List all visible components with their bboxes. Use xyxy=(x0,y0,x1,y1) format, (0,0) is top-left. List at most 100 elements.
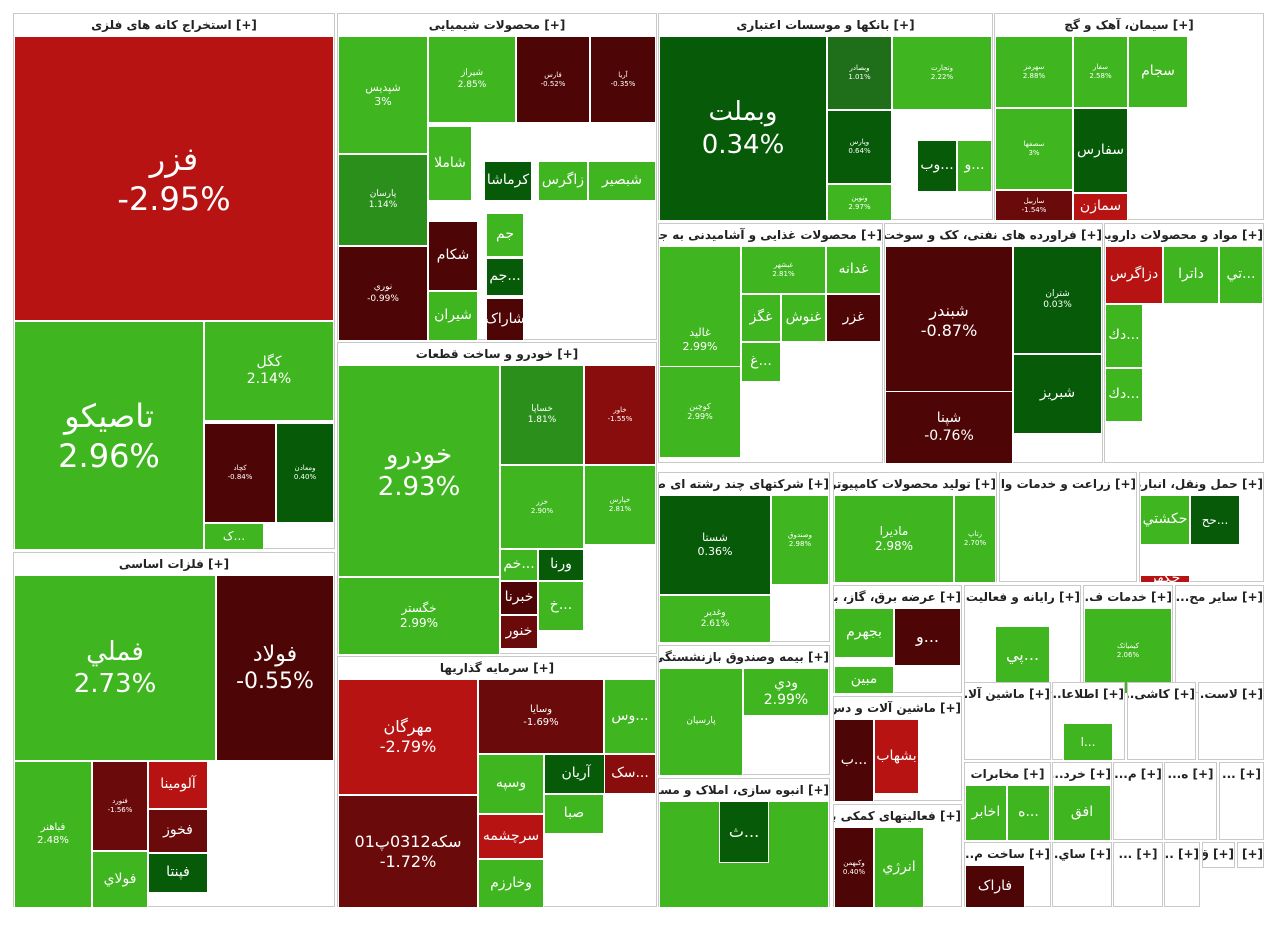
sector-header[interactable]: [+] بیمه وصندوق بازنشستگی ... xyxy=(659,646,829,668)
stock-tile[interactable]: مبين xyxy=(834,666,894,694)
stock-tile[interactable]: وخارزم xyxy=(478,859,544,908)
stock-tile[interactable]: فملي 2.73% xyxy=(14,575,216,761)
stock-tile[interactable]: دك... xyxy=(1105,368,1143,422)
stock-tile[interactable]: ک... xyxy=(204,523,264,550)
sector-block[interactable]: [+] رایانه و فعالیت... پي... xyxy=(964,585,1081,693)
sector-header[interactable]: [+] ماشین آلات و دس... xyxy=(834,697,961,719)
sector-header[interactable]: [+] بانکها و موسسات اعتباری xyxy=(659,14,992,36)
stock-tile[interactable]: شبندر -0.87% xyxy=(885,246,1013,396)
stock-tile[interactable]: شاملا xyxy=(428,126,472,201)
stock-tile[interactable]: شستا 0.36% xyxy=(659,495,771,595)
stock-tile[interactable]: حکشتي xyxy=(1140,495,1190,545)
stock-tile[interactable]: فباهنر 2.48% xyxy=(14,761,92,908)
stock-tile[interactable]: سصفها 3% xyxy=(995,108,1073,190)
sector-block[interactable]: [+] ساي... xyxy=(1052,842,1112,907)
stock-tile[interactable]: زاگرس xyxy=(538,161,588,201)
sector-block[interactable]: [+] مخابرات اخابر ه... xyxy=(964,762,1051,841)
stock-tile[interactable]: وبصادر 1.01% xyxy=(827,36,892,110)
sector-block[interactable]: [+] بیمه وصندوق بازنشستگی ... پارسيان ودي2… xyxy=(658,645,830,776)
sector-header[interactable]: [+] ... xyxy=(1165,843,1199,865)
stock-tile[interactable]: پي... xyxy=(995,626,1050,684)
stock-tile[interactable]: شبصير xyxy=(588,161,656,201)
sector-block[interactable]: [+] اطلاعا... ا... xyxy=(1052,682,1125,761)
stock-tile[interactable]: خم... xyxy=(500,549,538,581)
stock-tile[interactable]: و... xyxy=(957,140,992,192)
sector-block[interactable]: [+] ماشین آلا... xyxy=(964,682,1051,760)
stock-tile[interactable]: غگز xyxy=(741,294,781,342)
stock-tile[interactable]: دك... xyxy=(1105,304,1143,368)
stock-tile[interactable]: شبريز xyxy=(1013,354,1102,434)
stock-tile[interactable]: سمازن xyxy=(1073,193,1128,221)
stock-tile[interactable]: پارسيان xyxy=(659,668,743,776)
stock-tile[interactable]: ا... xyxy=(1063,723,1113,761)
stock-tile[interactable]: جم... xyxy=(486,258,524,296)
sector-block[interactable]: [+] ... xyxy=(1164,842,1200,907)
sector-block[interactable]: [+] بانکها و موسسات اعتباری وبملت 0.34% وبص… xyxy=(658,13,993,221)
stock-tile[interactable]: خبرنا xyxy=(500,581,538,615)
sector-header[interactable]: [+] ق... xyxy=(1203,843,1234,865)
sector-header[interactable]: [+] ساخت م... xyxy=(965,843,1050,865)
stock-tile[interactable]: خاور -1.55% xyxy=(584,365,656,465)
stock-tile[interactable]: حح... xyxy=(1190,495,1240,545)
stock-tile[interactable]: بجهرم xyxy=(834,608,894,658)
sector-header[interactable]: [+] مخابرات xyxy=(965,763,1050,785)
stock-tile[interactable]: کگل 2.14% xyxy=(204,321,334,421)
stock-tile[interactable]: وسايا -1.69% xyxy=(478,679,604,754)
stock-tile[interactable]: تي... xyxy=(1219,246,1263,304)
sector-block[interactable]: [+] انبوه سازی، املاک و مستغلاتثاخت3%ث..… xyxy=(658,778,830,908)
stock-tile[interactable]: سرچشمه xyxy=(478,814,544,859)
stock-tile[interactable]: فپنتا xyxy=(148,853,208,893)
sector-block[interactable]: [+] شرکتهای چند رشته ای صنع...شستا0.36%و… xyxy=(658,472,830,643)
sector-header[interactable]: [+] ... xyxy=(1238,843,1263,865)
stock-tile[interactable]: جم xyxy=(486,213,524,257)
sector-header[interactable]: [+] استخراج کانه های فلزی xyxy=(14,14,334,36)
stock-tile[interactable]: سک... xyxy=(604,754,656,794)
sector-block[interactable]: [+] ساخت م... فاراک xyxy=(964,842,1051,908)
sector-header[interactable]: [+] خدمات ف... xyxy=(1084,586,1172,608)
stock-tile[interactable]: فزر -2.95% xyxy=(14,36,334,321)
stock-tile[interactable]: خگستر 2.99% xyxy=(338,577,500,655)
stock-tile[interactable]: وکبهمن 0.40% xyxy=(834,827,874,908)
sector-header[interactable]: [+] خودرو و ساخت قطعات xyxy=(338,343,656,365)
stock-tile[interactable]: صبا xyxy=(544,794,604,834)
stock-tile[interactable]: خساپا 1.81% xyxy=(500,365,584,465)
stock-tile[interactable]: ماديرا 2.98% xyxy=(834,495,954,583)
stock-tile[interactable]: آريان xyxy=(544,754,608,794)
sector-header[interactable]: [+] ... xyxy=(1220,763,1263,785)
stock-tile[interactable]: مهرگان -2.79% xyxy=(338,679,478,795)
sector-block[interactable]: [+] ق... xyxy=(1202,842,1235,868)
sector-header[interactable]: [+] اطلاعا... xyxy=(1053,683,1124,705)
stock-tile[interactable]: اخابر xyxy=(965,785,1007,841)
stock-tile[interactable]: وتجارت 2.22% xyxy=(892,36,992,110)
stock-tile[interactable]: نوري -0.99% xyxy=(338,246,428,341)
sector-block[interactable]: [+] حمل ونقل، انبارد... حکشتي حح... حگهر xyxy=(1139,472,1264,583)
stock-tile[interactable]: کوچين 2.99% xyxy=(659,366,741,458)
sector-header[interactable]: [+] خرد... xyxy=(1053,763,1111,785)
sector-header[interactable]: [+] شرکتهای چند رشته ای صنع... xyxy=(659,473,829,495)
stock-tile[interactable]: سکه0312پ01 -1.72% xyxy=(338,795,478,908)
stock-tile[interactable]: غدانه xyxy=(826,246,881,294)
stock-tile[interactable]: کچاد -0.84% xyxy=(204,423,276,523)
sector-header[interactable]: [+] سایر مح... xyxy=(1176,586,1263,608)
stock-tile[interactable]: وب... xyxy=(917,140,957,192)
sector-block[interactable]: [+] سرمایه گذاریها مهرگان -2.79% وسايا -1.69… xyxy=(337,656,657,908)
stock-tile[interactable]: ث... xyxy=(719,801,769,863)
sector-header[interactable]: [+] فعالیتهای کمکی به... xyxy=(834,805,961,827)
stock-tile[interactable]: غزر xyxy=(826,294,881,342)
sector-header[interactable]: [+] سیمان، آهک و گچ xyxy=(995,14,1263,36)
stock-tile[interactable]: فولاد -0.55% xyxy=(216,575,334,761)
stock-tile[interactable]: رتاپ 2.70% xyxy=(954,495,996,583)
stock-tile[interactable]: خ... xyxy=(538,581,584,631)
stock-tile[interactable]: شکام xyxy=(428,221,478,291)
sector-block[interactable]: [+] لاست... xyxy=(1198,682,1264,760)
stock-tile[interactable]: پارسان 1.14% xyxy=(338,154,428,246)
sector-header[interactable]: [+] زراعت و خدمات وا... xyxy=(1000,473,1136,495)
sector-block[interactable]: [+] عرضه برق، گاز، بخ... و... بجهرم مبين xyxy=(833,585,962,694)
sector-block[interactable]: [+] ... xyxy=(1237,842,1264,868)
sector-header[interactable]: [+] م... xyxy=(1114,763,1162,785)
sector-block[interactable]: [+] خدمات ف... کيمياتک 2.06% xyxy=(1083,585,1173,694)
stock-tile[interactable]: فاراک xyxy=(965,865,1025,908)
stock-tile[interactable]: سهرمز 2.88% xyxy=(995,36,1073,108)
stock-tile[interactable]: آريا -0.35% xyxy=(590,36,656,123)
sector-header[interactable]: [+] تولید محصولات کامپیوتر... xyxy=(834,473,996,495)
